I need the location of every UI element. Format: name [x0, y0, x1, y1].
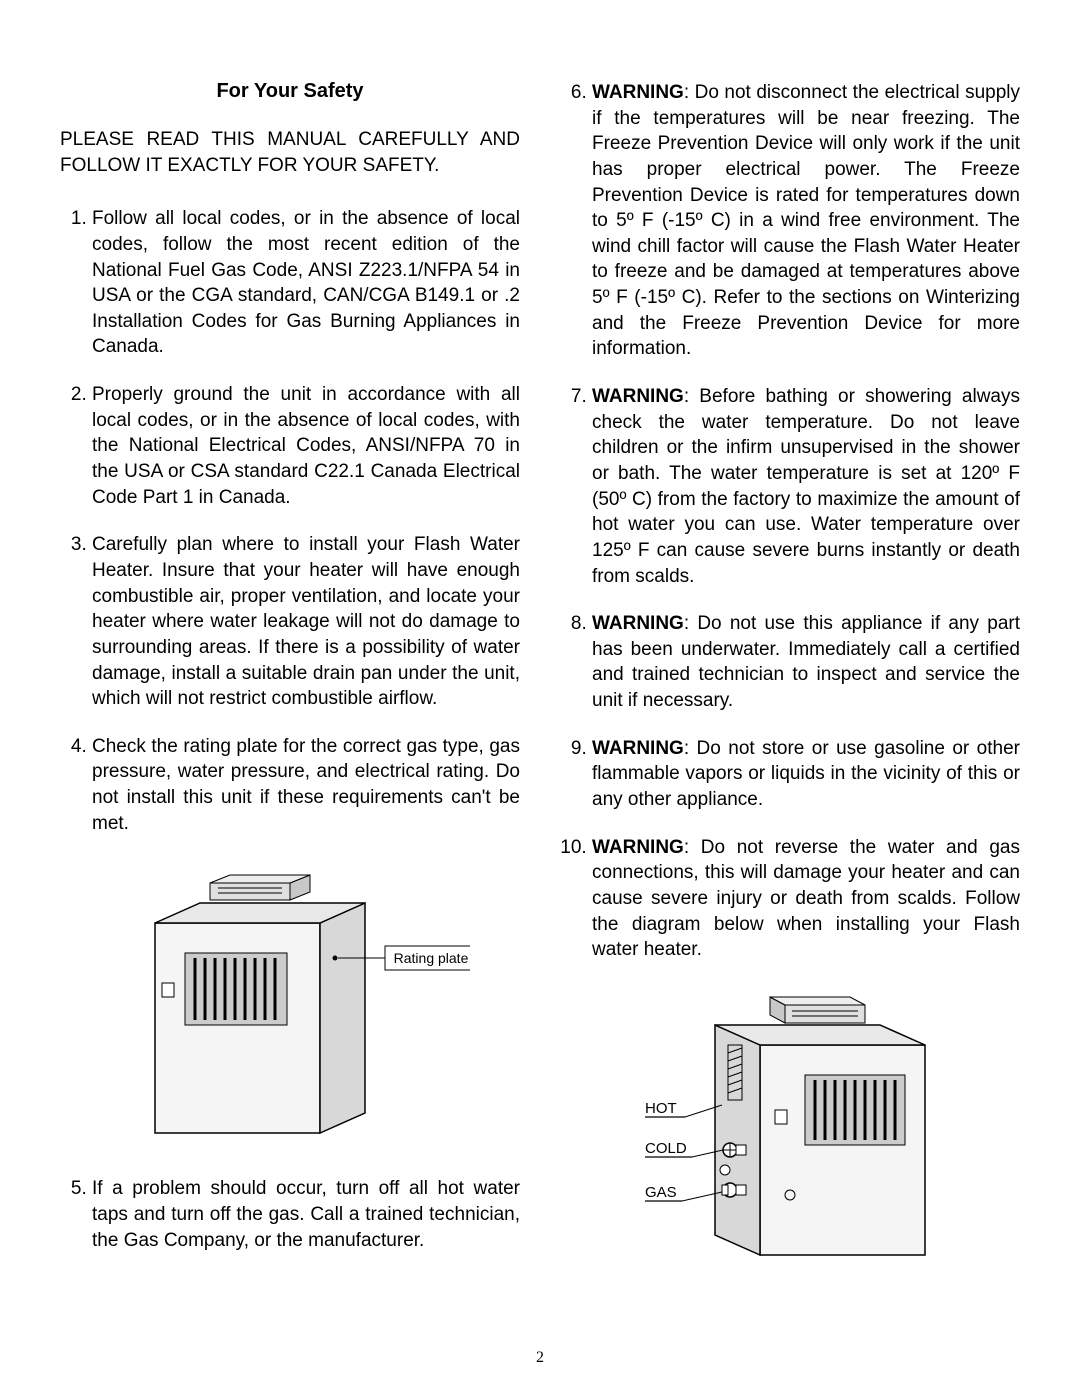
- item-text: Carefully plan where to install your Fla…: [92, 534, 520, 709]
- heater-connections-icon: HOT COLD GAS: [610, 985, 970, 1275]
- list-item: Check the rating plate for the correct g…: [92, 734, 520, 837]
- hot-label: HOT: [645, 1100, 677, 1117]
- item-text: Check the rating plate for the correct g…: [92, 736, 520, 834]
- list-item: WARNING: Do not disconnect the electrica…: [592, 80, 1020, 362]
- list-item: WARNING: Do not reverse the water and ga…: [592, 835, 1020, 963]
- two-column-layout: For Your Safety PLEASE READ THIS MANUAL …: [60, 80, 1020, 1303]
- item-text: : Do not disconnect the electrical suppl…: [592, 82, 1020, 359]
- left-column: For Your Safety PLEASE READ THIS MANUAL …: [60, 80, 520, 1303]
- figure-rating-plate: Rating plate: [60, 858, 520, 1148]
- list-item: WARNING: Before bathing or showering alw…: [592, 384, 1020, 589]
- cold-label: COLD: [645, 1140, 687, 1157]
- item-text: Properly ground the unit in accordance w…: [92, 384, 520, 508]
- warning-prefix: WARNING: [592, 613, 684, 634]
- list-item: If a problem should occur, turn off all …: [92, 1176, 520, 1253]
- intro-paragraph: PLEASE READ THIS MANUAL CAREFULLY AND FO…: [60, 127, 520, 178]
- safety-list-left-2: If a problem should occur, turn off all …: [60, 1176, 520, 1253]
- list-item: Carefully plan where to install your Fla…: [92, 532, 520, 711]
- gas-label: GAS: [645, 1184, 677, 1201]
- item-text: Follow all local codes, or in the absenc…: [92, 208, 520, 357]
- item-text: : Before bathing or showering always che…: [592, 386, 1020, 586]
- page: For Your Safety PLEASE READ THIS MANUAL …: [0, 0, 1080, 1397]
- page-title: For Your Safety: [60, 80, 520, 103]
- warning-prefix: WARNING: [592, 738, 684, 759]
- figure-connections: HOT COLD GAS: [560, 985, 1020, 1275]
- list-item: WARNING: Do not store or use gasoline or…: [592, 736, 1020, 813]
- page-number: 2: [0, 1349, 1080, 1367]
- warning-prefix: WARNING: [592, 82, 684, 103]
- warning-prefix: WARNING: [592, 837, 684, 858]
- item-text: If a problem should occur, turn off all …: [92, 1178, 520, 1250]
- list-item: Follow all local codes, or in the absenc…: [92, 206, 520, 360]
- warning-prefix: WARNING: [592, 386, 684, 407]
- heater-diagram-icon: Rating plate: [110, 858, 470, 1148]
- rating-plate-label: Rating plate: [394, 950, 469, 966]
- safety-list-left: Follow all local codes, or in the absenc…: [60, 206, 520, 836]
- list-item: WARNING: Do not use this appliance if an…: [592, 611, 1020, 714]
- safety-list-right: WARNING: Do not disconnect the electrica…: [560, 80, 1020, 963]
- list-item: Properly ground the unit in accordance w…: [92, 382, 520, 510]
- right-column: WARNING: Do not disconnect the electrica…: [560, 80, 1020, 1303]
